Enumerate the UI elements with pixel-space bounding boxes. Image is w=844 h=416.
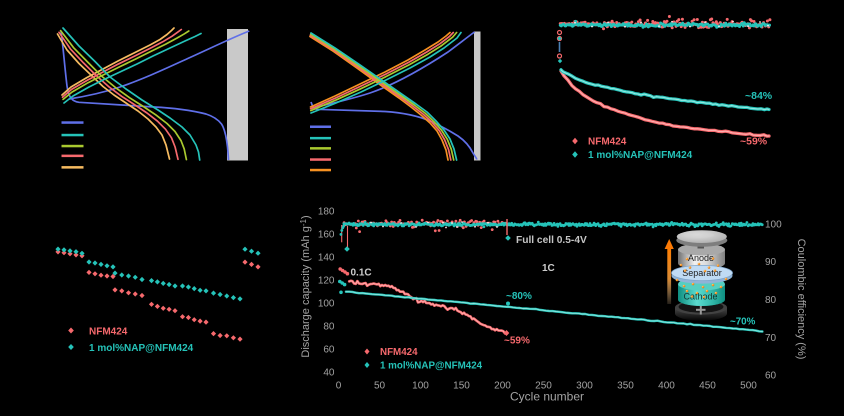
svg-text:60: 60 — [765, 371, 777, 382]
svg-text:~84%: ~84% — [745, 90, 773, 102]
svg-text:90: 90 — [765, 257, 777, 268]
svg-text:0: 0 — [336, 381, 342, 392]
svg-text:Cycle number: Cycle number — [510, 390, 584, 404]
svg-text:100: 100 — [412, 381, 429, 392]
svg-text:50: 50 — [374, 381, 386, 392]
svg-text:0.1C: 0.1C — [351, 268, 372, 279]
svg-text:Full cell 0.5-4V: Full cell 0.5-4V — [516, 235, 587, 246]
svg-text:180: 180 — [318, 207, 335, 218]
svg-text:Discharge capacity (mAh g-1): Discharge capacity (mAh g-1) — [299, 215, 312, 357]
svg-text:~70%: ~70% — [730, 317, 756, 328]
svg-text:70: 70 — [765, 333, 777, 344]
svg-text:80: 80 — [765, 295, 777, 306]
svg-text:NFM424: NFM424 — [588, 137, 627, 148]
svg-text:350: 350 — [617, 381, 634, 392]
svg-text:140: 140 — [318, 253, 335, 264]
svg-text:60: 60 — [323, 345, 335, 356]
svg-text:1C: 1C — [542, 263, 555, 274]
svg-text:~59%: ~59% — [504, 336, 530, 347]
svg-text:200: 200 — [494, 381, 511, 392]
svg-text:100: 100 — [765, 220, 782, 231]
svg-text:~59%: ~59% — [740, 136, 768, 148]
svg-text:NFM424: NFM424 — [89, 327, 128, 338]
svg-text:Separator: Separator — [682, 268, 722, 278]
svg-text:120: 120 — [318, 276, 335, 287]
svg-text:100: 100 — [318, 299, 335, 310]
svg-text:~80%: ~80% — [506, 291, 532, 302]
svg-text:NFM424: NFM424 — [380, 347, 418, 358]
svg-text:1 mol%NAP@NFM424: 1 mol%NAP@NFM424 — [89, 343, 194, 354]
svg-text:400: 400 — [658, 381, 675, 392]
svg-text:80: 80 — [323, 322, 335, 333]
svg-text:160: 160 — [318, 230, 335, 241]
svg-text:500: 500 — [740, 381, 757, 392]
svg-text:Coulombic efficiency (%): Coulombic efficiency (%) — [795, 239, 807, 360]
svg-text:40: 40 — [323, 368, 335, 379]
svg-text:300: 300 — [576, 381, 593, 392]
svg-text:Anode: Anode — [688, 253, 714, 263]
svg-text:1 mol%NAP@NFM424: 1 mol%NAP@NFM424 — [380, 361, 483, 372]
svg-text:Cathode: Cathode — [683, 292, 717, 302]
svg-text:250: 250 — [535, 381, 552, 392]
svg-text:150: 150 — [453, 381, 470, 392]
svg-text:1 mol%NAP@NFM424: 1 mol%NAP@NFM424 — [588, 150, 693, 161]
svg-text:450: 450 — [699, 381, 716, 392]
